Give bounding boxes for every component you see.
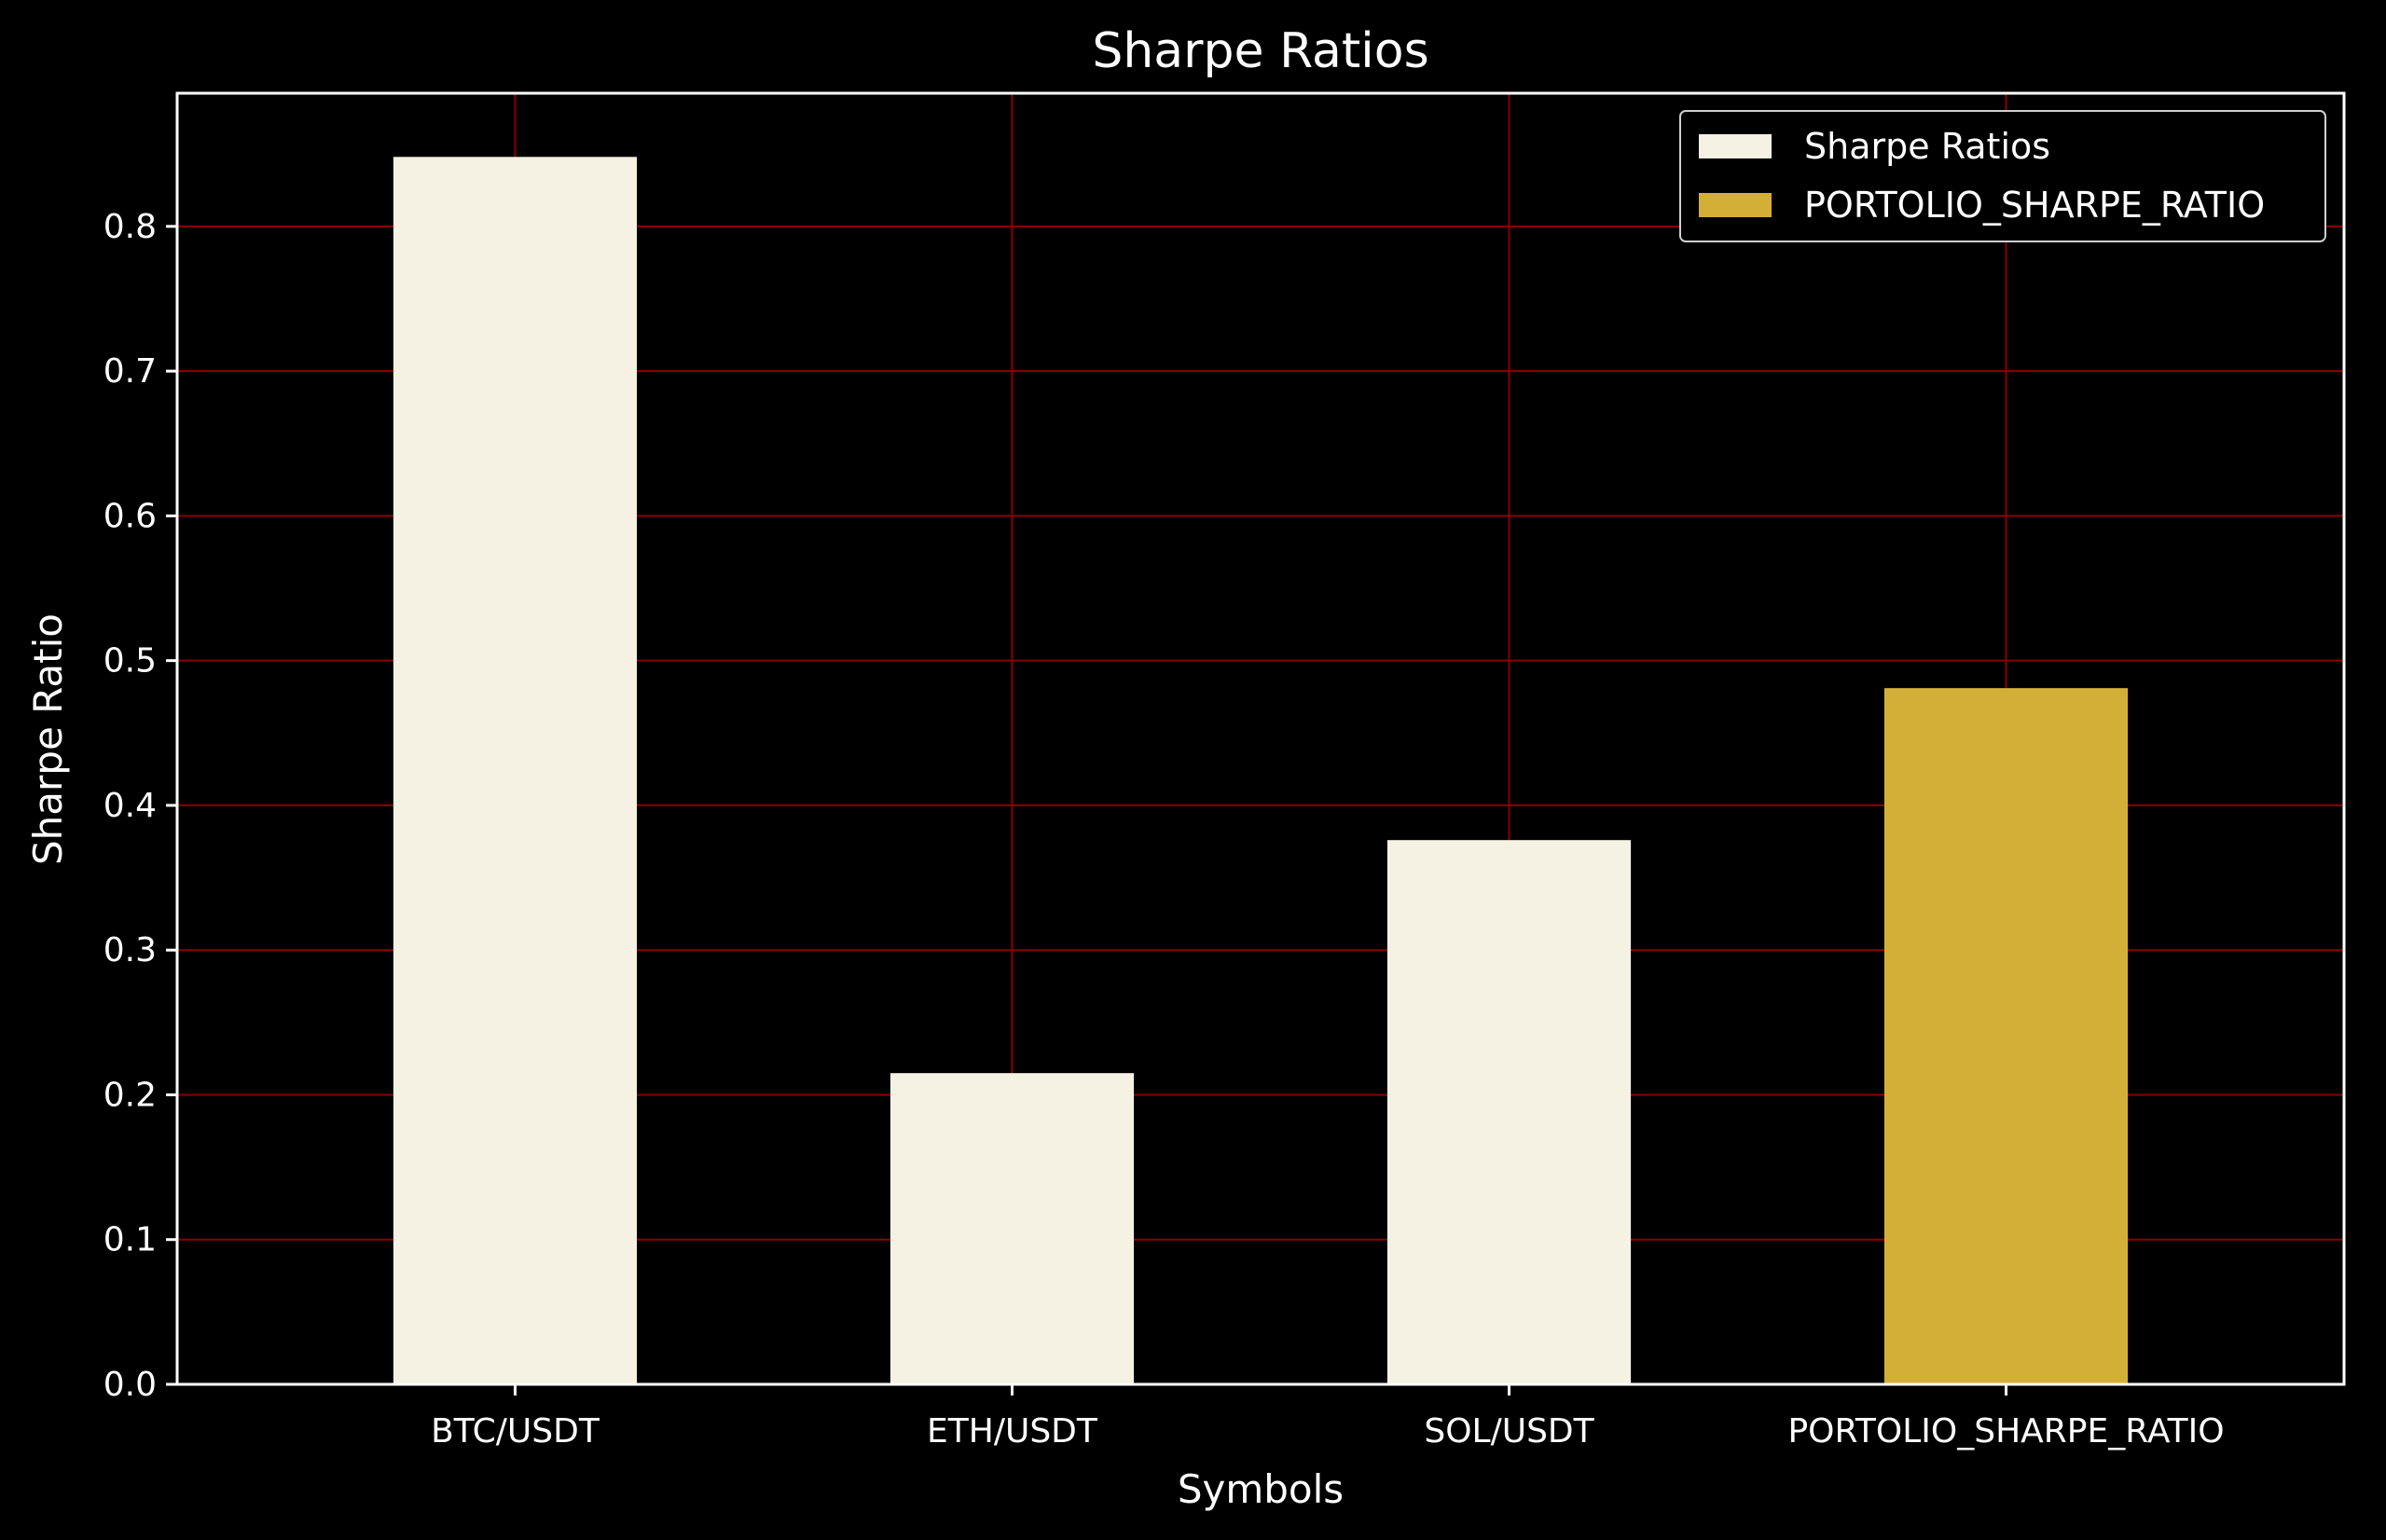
y-axis: 0.0 0.1 0.2 0.3 0.4 0.5 0.6 0.7 0.8 bbox=[103, 208, 177, 1404]
legend-swatch-portfolio bbox=[1699, 193, 1772, 217]
x-tick-label: SOL/USDT bbox=[1424, 1412, 1594, 1451]
legend-label-portfolio: PORTOLIO_SHARPE_RATIO bbox=[1804, 185, 2265, 226]
bar-sol-usdt bbox=[1386, 840, 1632, 1384]
y-tick-label: 0.6 bbox=[103, 497, 157, 535]
y-tick-label: 0.4 bbox=[103, 787, 157, 825]
x-tick-label: PORTOLIO_SHARPE_RATIO bbox=[1787, 1412, 2224, 1451]
y-tick-label: 0.3 bbox=[103, 931, 157, 969]
plot-frame bbox=[175, 91, 2346, 1386]
x-axis: BTC/USDT ETH/USDT SOL/USDT PORTOLIO_SHARPE_… bbox=[431, 1384, 2225, 1451]
chart-title: Sharpe Ratios bbox=[1092, 23, 1428, 79]
legend: Sharpe Ratios PORTOLIO_SHARPE_RATIO bbox=[1679, 110, 2326, 242]
legend-swatch-sharpe-ratios bbox=[1699, 134, 1772, 158]
x-tick-label: ETH/USDT bbox=[927, 1412, 1098, 1451]
y-tick-label: 0.1 bbox=[103, 1221, 157, 1259]
bar-portolio-sharpe-ratio bbox=[1883, 688, 2129, 1384]
y-axis-label: Sharpe Ratio bbox=[25, 613, 71, 865]
y-tick-label: 0.0 bbox=[103, 1366, 157, 1404]
bar-eth-usdt bbox=[890, 1073, 1135, 1384]
x-tick-label: BTC/USDT bbox=[431, 1412, 600, 1451]
y-tick-label: 0.5 bbox=[103, 642, 157, 681]
legend-box bbox=[1679, 110, 2326, 242]
bar-btc-usdt bbox=[393, 157, 638, 1385]
bars bbox=[393, 157, 2129, 1385]
x-axis-label: Symbols bbox=[1178, 1466, 1344, 1512]
legend-label-sharpe-ratios: Sharpe Ratios bbox=[1804, 126, 2050, 167]
y-tick-label: 0.7 bbox=[103, 352, 157, 391]
y-tick-label: 0.2 bbox=[103, 1076, 157, 1114]
y-tick-label: 0.8 bbox=[103, 208, 157, 246]
